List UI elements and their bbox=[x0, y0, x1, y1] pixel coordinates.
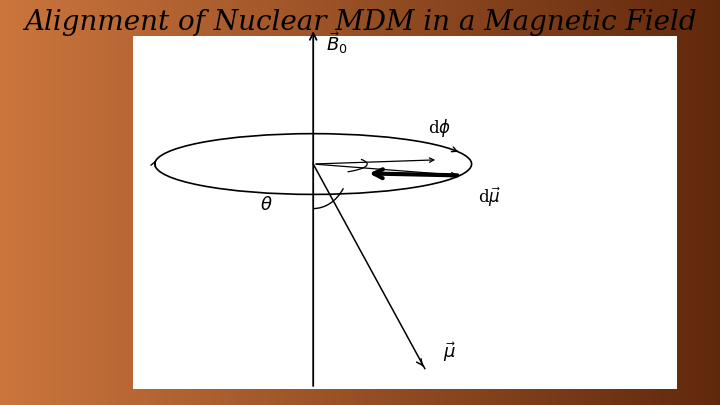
Text: $\vec{B}_0$: $\vec{B}_0$ bbox=[326, 30, 348, 56]
Text: $\vec{\mu}$: $\vec{\mu}$ bbox=[443, 341, 456, 364]
Text: d$\vec{\mu}$: d$\vec{\mu}$ bbox=[478, 186, 500, 209]
Text: $\theta$: $\theta$ bbox=[260, 196, 273, 213]
Bar bbox=[133, 36, 677, 389]
Text: d$\phi$: d$\phi$ bbox=[428, 117, 451, 139]
Text: Alignment of Nuclear MDM in a Magnetic Field: Alignment of Nuclear MDM in a Magnetic F… bbox=[24, 9, 696, 36]
